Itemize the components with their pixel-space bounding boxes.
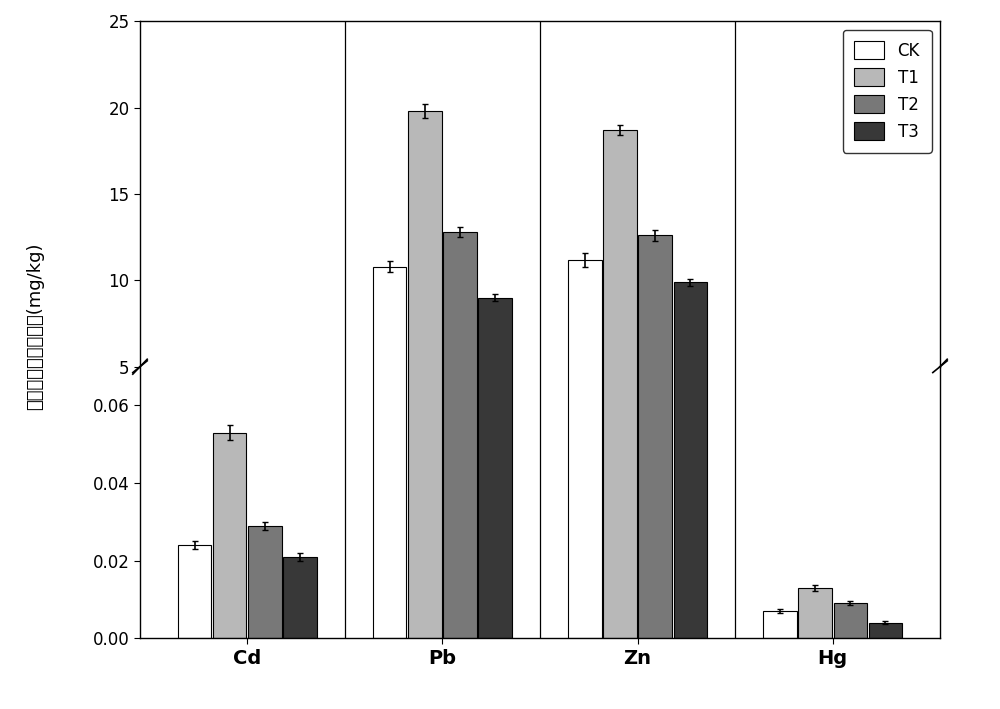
Bar xyxy=(674,0,707,638)
Bar xyxy=(603,130,637,453)
Bar xyxy=(178,545,211,638)
Bar xyxy=(478,0,512,638)
Bar xyxy=(248,525,282,638)
Bar xyxy=(834,603,867,638)
Bar xyxy=(408,0,442,638)
Bar xyxy=(638,235,672,453)
Text: 地上部分重金属含量(mg/kg): 地上部分重金属含量(mg/kg) xyxy=(26,242,44,410)
Bar xyxy=(213,432,246,638)
Bar xyxy=(373,267,406,453)
Bar xyxy=(674,282,707,453)
Bar xyxy=(443,232,477,453)
Bar xyxy=(603,0,637,638)
Bar xyxy=(283,557,317,638)
Bar xyxy=(763,611,797,638)
Bar xyxy=(638,0,672,638)
Bar xyxy=(478,298,512,453)
Bar xyxy=(443,0,477,638)
Bar xyxy=(568,259,602,453)
Bar xyxy=(408,111,442,453)
Legend: CK, T1, T2, T3: CK, T1, T2, T3 xyxy=(843,30,932,152)
Bar xyxy=(798,588,832,638)
Bar xyxy=(373,0,406,638)
Bar xyxy=(568,0,602,638)
Bar xyxy=(869,623,902,638)
